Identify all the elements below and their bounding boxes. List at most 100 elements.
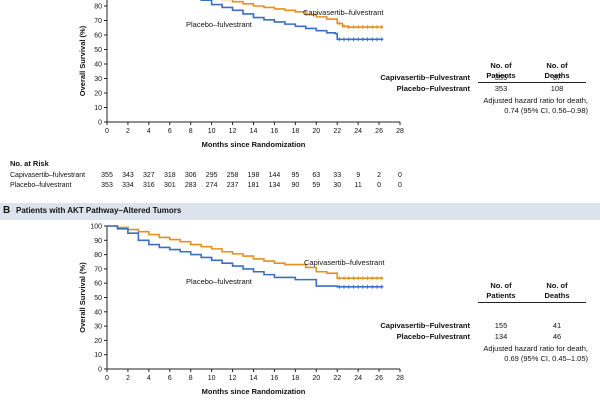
x-tick-label: 10 [208,128,216,135]
hazard-ratio-line2: 0.74 (95% CI, 0.56–0.98) [504,106,588,115]
risk-cell: 63 [312,172,321,179]
y-tick-label: 20 [94,338,102,345]
x-tick-label: 6 [168,375,172,382]
y-tick-label: 90 [94,238,102,245]
x-tick-label: 4 [147,375,151,382]
y-tick-label: 100 [90,224,102,231]
risk-row-label: Placebo–fulvestrant [10,182,72,189]
risk-cell: 274 [205,182,218,189]
risk-cell: 258 [226,172,239,179]
x-tick-label: 20 [312,375,320,382]
x-axis-label: Months since Randomization [202,387,306,396]
x-tick-label: 8 [189,128,193,135]
x-tick-label: 24 [354,375,362,382]
x-tick-label: 14 [250,375,258,382]
table-row-name: Capivasertib–Fulvestrant [380,73,470,82]
risk-cell: 59 [312,182,321,189]
hazard-ratio-line1: Adjusted hazard ratio for death, [483,96,588,105]
table-rule [478,82,586,83]
x-tick-label: 4 [147,128,151,135]
y-tick-label: 10 [94,352,102,359]
curve-label-placebo: Placebo–fulvestrant [186,20,253,29]
x-tick-label: 22 [333,375,341,382]
risk-row-label: Capivasertib–fulvestrant [10,172,86,179]
x-tick-label: 10 [208,375,216,382]
x-tick-label: 26 [375,375,383,382]
risk-cell: 353 [101,182,113,189]
risk-cell: 283 [184,182,197,189]
risk-cell: 33 [333,172,342,179]
y-tick-label: 40 [94,309,102,316]
risk-cell: 134 [268,182,281,189]
y-tick-label: 30 [94,324,102,331]
col-patients-header: No. of Patients [486,61,516,80]
curve-label-capivasertib: Capivasertib–fulvestrant [303,8,384,17]
table-patients-value: 353 [494,84,508,93]
panel-b-letter: B [3,205,11,216]
y-tick-label: 0 [98,120,102,127]
x-tick-label: 28 [396,128,404,135]
survival-curve [221,0,384,28]
y-tick-label: 40 [94,62,102,69]
risk-cell: 306 [184,172,197,179]
y-tick-label: 70 [94,266,102,273]
survival-curve [107,225,384,279]
table-rule [478,302,586,303]
x-tick-label: 8 [189,375,193,382]
risk-cell: 9 [356,172,361,179]
survival-curve [107,225,384,288]
x-tick-label: 20 [312,128,320,135]
x-tick-label: 0 [105,128,109,135]
x-tick-label: 16 [271,375,279,382]
y-tick-label: 60 [94,33,102,40]
table-patients-value: 134 [494,332,508,341]
y-tick-label: 70 [94,18,102,25]
table-row-name: Placebo–Fulvestrant [396,84,470,93]
risk-cell: 11 [354,182,362,189]
table-deaths-value: 108 [550,84,564,93]
x-tick-label: 24 [354,128,362,135]
risk-cell: 343 [122,172,134,179]
y-axis-label: Overall Survival (%) [78,25,87,96]
curve-label-placebo: Placebo–fulvestrant [186,277,253,286]
risk-cell: 181 [247,182,260,189]
risk-cell: 327 [143,172,155,179]
x-tick-label: 16 [271,128,279,135]
risk-cell: 334 [122,182,134,189]
risk-heading: No. at Risk [10,159,49,168]
risk-cell: 237 [226,182,239,189]
hazard-ratio-line1: Adjusted hazard ratio for death, [483,344,588,353]
table-patients-value: 155 [494,321,508,330]
x-tick-label: 2 [126,375,130,382]
table-row-name: Placebo–Fulvestrant [396,332,470,341]
col-deaths-header: No. of Deaths [544,61,570,80]
col-patients-header: No. of Patients [486,281,516,300]
table-deaths-value: 41 [552,321,562,330]
y-tick-label: 60 [94,281,102,288]
x-tick-label: 28 [396,375,404,382]
y-tick-label: 30 [94,76,102,83]
risk-cell: 90 [291,182,300,189]
risk-cell: 198 [247,172,260,179]
risk-cell: 2 [377,172,382,179]
risk-cell: 355 [101,172,113,179]
risk-cell: 301 [163,182,176,189]
x-tick-label: 14 [250,128,258,135]
risk-cell: 95 [291,172,300,179]
x-tick-label: 6 [168,128,172,135]
table-row-name: Capivasertib–Fulvestrant [380,321,470,330]
x-tick-label: 22 [333,128,341,135]
risk-cell: 144 [268,172,281,179]
risk-cell: 295 [205,172,218,179]
panel-b-header: B Patients with AKT Pathway–Altered Tumo… [0,203,600,220]
y-tick-label: 80 [94,4,102,11]
risk-cell: 0 [398,172,402,179]
risk-cell: 0 [398,182,402,189]
y-tick-label: 50 [94,295,102,302]
y-tick-label: 50 [94,47,102,54]
hazard-ratio-line2: 0.69 (95% CI, 0.45–1.05) [504,354,588,363]
curve-label-capivasertib: Capivasertib–fulvestrant [304,258,385,267]
risk-cell: 318 [163,172,176,179]
y-axis-label: Overall Survival (%) [78,262,87,333]
table-deaths-value: 87 [552,73,562,82]
